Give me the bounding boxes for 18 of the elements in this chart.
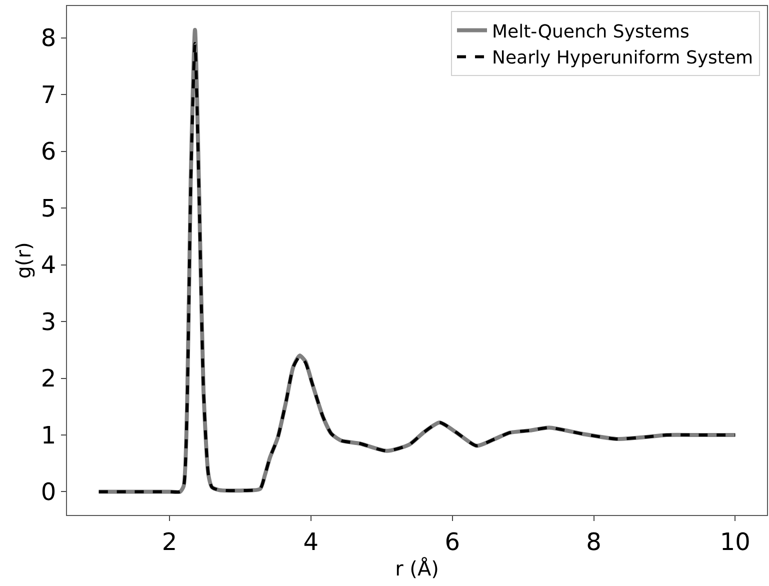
y-tick-label: 0: [40, 478, 56, 506]
y-axis-title: g(r): [11, 242, 36, 279]
y-tick-label: 3: [40, 308, 56, 336]
y-tick-label: 6: [40, 138, 56, 166]
x-tick-label: 4: [303, 528, 319, 556]
x-tick-label: 8: [586, 528, 602, 556]
x-tick-label: 6: [444, 528, 460, 556]
legend-label: Nearly Hyperuniform System: [492, 48, 754, 69]
x-axis-title: r (Å): [395, 556, 439, 580]
y-tick-label: 7: [40, 80, 56, 109]
y-tick-label: 4: [40, 251, 56, 280]
x-tick-label: 2: [162, 528, 178, 556]
x-tick-label: 10: [720, 528, 750, 556]
legend-label: Melt-Quench Systems: [492, 21, 690, 42]
y-tick-label: 8: [40, 24, 56, 52]
y-tick-label: 1: [40, 421, 56, 450]
y-tick-label: 5: [40, 194, 56, 222]
y-tick-label: 2: [40, 364, 56, 393]
